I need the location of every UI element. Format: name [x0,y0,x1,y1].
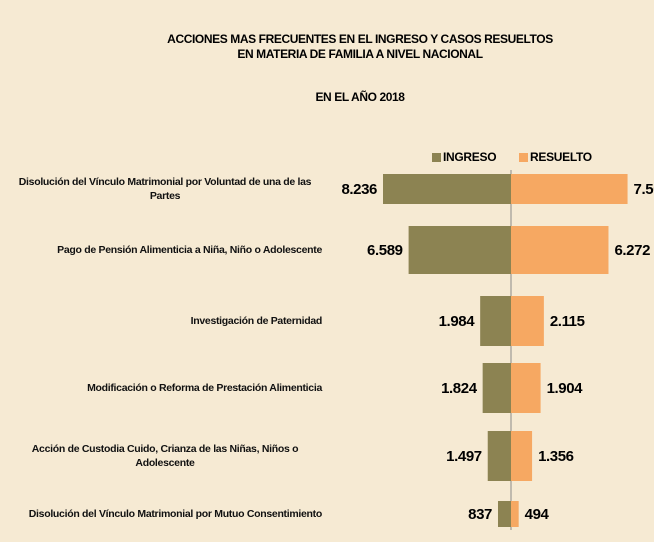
category-label: Disolución del Vínculo Matrimonial por V… [8,175,322,203]
legend-swatch [432,153,441,162]
category-label: Acción de Custodia Cuido, Crianza de las… [8,442,322,470]
value-label: 7.50 [634,181,654,198]
bar [497,501,511,527]
value-label: 1.497 [446,448,482,465]
bar [511,431,533,481]
bar [511,296,544,346]
value-label: 837 [468,506,492,523]
legend-label: INGRESO [443,150,496,164]
value-label: 1.984 [439,313,476,330]
value-label: 2.115 [550,313,585,330]
chart-subtitle: EN EL AÑO 2018 [315,89,405,104]
legend-label: RESUELTO [530,150,592,164]
bar [383,174,511,204]
category-label: Disolución del Vínculo Matrimonial por M… [8,507,323,521]
bar [511,363,541,413]
value-label: 1.356 [538,448,574,465]
category-text: Disolución del Vínculo Matrimonial por M… [28,508,323,520]
chart-subtitle: EN MATERIA DE FAMILIA A NIVEL NACIONAL [237,47,482,61]
bar [408,226,511,274]
value-label: 6.272 [614,242,650,259]
value-label: 1.904 [547,380,584,397]
category-text: Modificación o Reforma de Prestación Ali… [87,382,322,394]
bar [482,363,511,413]
category-label: Modificación o Reforma de Prestación Ali… [8,381,322,395]
bar [487,431,511,481]
value-label: 6.589 [367,242,403,259]
value-label: 1.824 [441,380,478,397]
chart-title: ACCIONES MAS FRECUENTES EN EL INGRESO Y … [167,32,553,46]
legend-swatch [519,153,528,162]
bar [511,174,628,204]
category-text: Acción de Custodia Cuido, Crianza de las… [31,443,299,469]
category-text: Pago de Pensión Alimenticia a Niña, Niño… [57,244,322,256]
category-text: Disolución del Vínculo Matrimonial por V… [18,176,312,202]
value-label: 8.236 [341,181,377,198]
category-label: Investigación de Paternidad [8,314,323,328]
category-text: Investigación de Paternidad [190,315,323,327]
category-label: Pago de Pensión Alimenticia a Niña, Niño… [8,243,322,257]
bar [511,226,609,274]
bar [511,501,519,527]
bar [480,296,511,346]
value-label: 494 [525,506,550,523]
